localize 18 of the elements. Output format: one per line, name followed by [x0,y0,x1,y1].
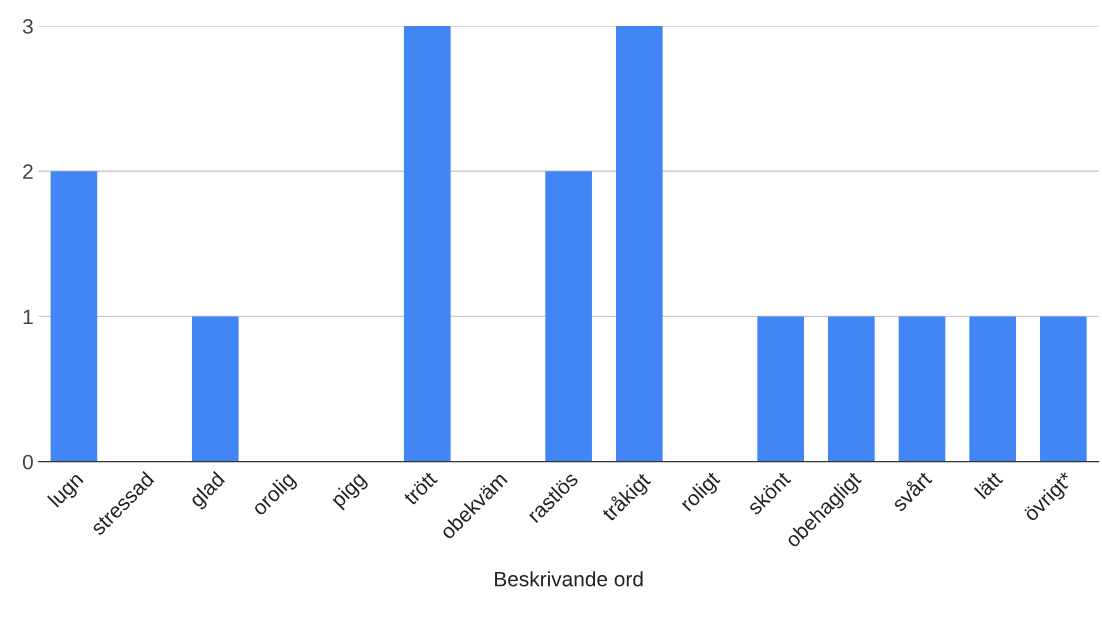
bar [191,316,239,462]
y-tick-label: 1 [23,309,33,324]
bar [1040,316,1087,462]
y-tick-label: 2 [23,164,33,179]
bar [969,316,1016,462]
y-tick-label: 0 [22,454,33,470]
bar [403,25,451,462]
x-tick-label: trött [402,470,438,506]
bar [898,316,946,462]
bar [757,316,804,462]
bar [545,171,592,462]
x-axis-title: Beskrivande ord [495,571,643,587]
y-tick-label: 3 [22,18,33,34]
bar [615,25,663,462]
x-tick-label: lugn [47,470,87,511]
bar [828,316,875,462]
bar [50,171,98,462]
x-tick-label: lätt [974,470,1004,500]
